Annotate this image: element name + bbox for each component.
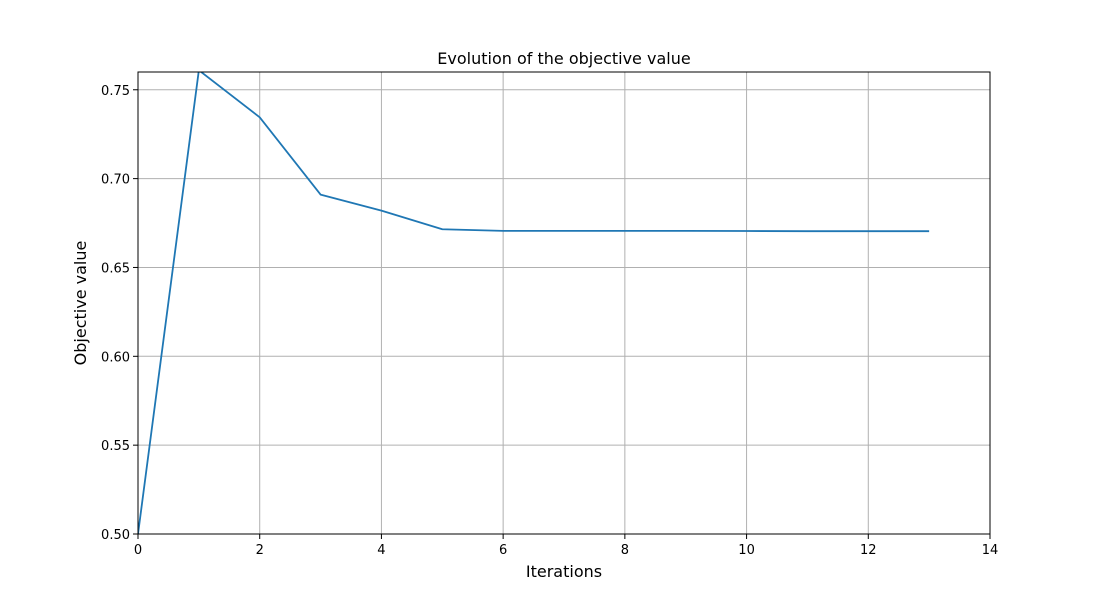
x-tick-label: 6 [499,543,507,558]
y-tick-label: 0.60 [101,350,130,365]
x-tick-label: 2 [256,543,264,558]
y-tick-label: 0.50 [101,528,130,543]
y-tick-label: 0.55 [101,439,130,454]
x-tick-label: 10 [738,543,755,558]
objective-value-series-line [138,72,930,534]
ticks: 0 2 4 6 8 10 12 14 0.50 0.55 0.60 0.65 0.70 0.75 [101,84,998,558]
y-tick-label: 0.75 [101,84,130,99]
series-layer [138,72,930,534]
x-tick-label: 12 [860,543,877,558]
y-tick-label: 0.70 [101,173,130,188]
y-axis-label: Objective value [71,241,90,366]
x-tick-label: 4 [377,543,385,558]
x-tick-label: 14 [982,543,999,558]
chart-title: Evolution of the objective value [437,49,690,68]
x-axis-label: Iterations [526,562,602,581]
x-tick-label: 8 [621,543,629,558]
y-tick-label: 0.65 [101,261,130,276]
plot-frame [137,71,991,535]
x-tick-label: 0 [134,543,142,558]
